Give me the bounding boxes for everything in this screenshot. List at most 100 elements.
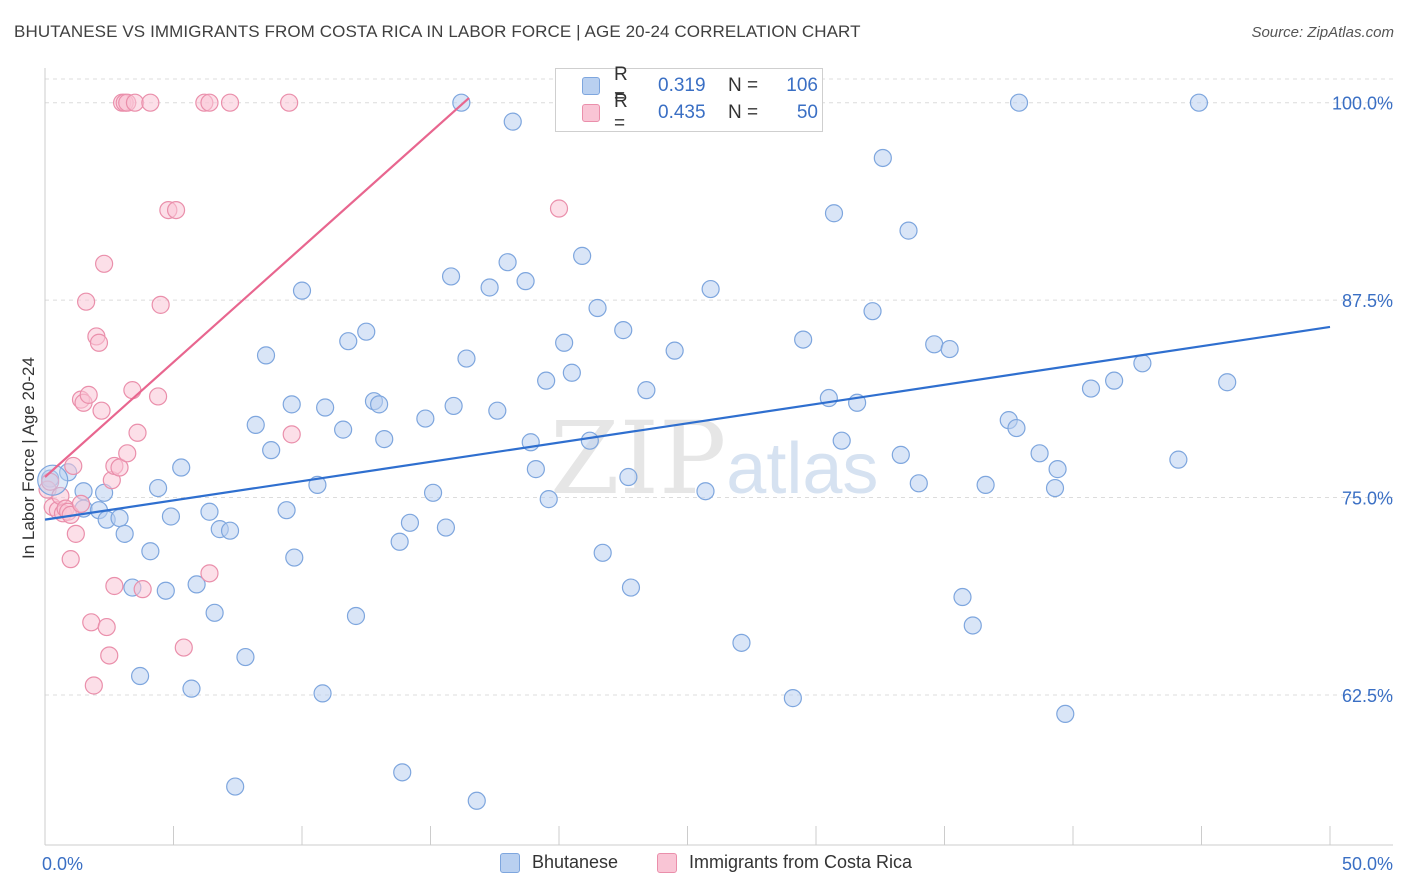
point-costa-rica xyxy=(166,200,186,220)
point-costa-rica xyxy=(110,458,129,477)
legend-n-value: 106 xyxy=(786,75,818,96)
point-bhutanese xyxy=(498,253,517,272)
point-bhutanese xyxy=(292,281,312,300)
legend-box: R = 0.319 N = 106 R = 0.435 N = 50 xyxy=(555,64,823,134)
point-costa-rica xyxy=(105,576,124,596)
point-bhutanese xyxy=(503,112,522,131)
point-bhutanese xyxy=(205,603,224,622)
point-costa-rica xyxy=(280,93,299,112)
point-costa-rica xyxy=(97,617,116,637)
legend-r-label: R = xyxy=(614,64,628,107)
point-bhutanese xyxy=(130,666,150,686)
bottom-legend-swatch-bhutanese xyxy=(500,852,520,873)
point-bhutanese xyxy=(537,371,556,390)
point-bhutanese xyxy=(423,483,443,502)
point-bhutanese xyxy=(1105,371,1124,390)
legend-swatch-costa-rica xyxy=(582,104,600,122)
point-bhutanese xyxy=(976,475,995,495)
point-bhutanese xyxy=(593,543,612,562)
point-costa-rica xyxy=(200,93,219,112)
point-bhutanese xyxy=(1189,93,1209,112)
point-bhutanese xyxy=(370,395,389,414)
x-tick-label: 50.0% xyxy=(1342,854,1393,874)
point-bhutanese xyxy=(390,532,409,551)
point-bhutanese xyxy=(161,507,181,526)
point-costa-rica xyxy=(89,333,109,352)
bottom-legend: Bhutanese Immigrants from Costa Rica xyxy=(0,852,1406,876)
point-bhutanese xyxy=(940,339,959,359)
point-bhutanese-cluster xyxy=(37,464,69,496)
point-costa-rica xyxy=(82,613,101,632)
point-bhutanese xyxy=(444,396,463,416)
grid-lines xyxy=(45,78,1393,696)
trend-line-costa-rica xyxy=(44,97,470,478)
point-costa-rica xyxy=(200,564,219,583)
point-costa-rica xyxy=(151,295,170,314)
point-bhutanese xyxy=(156,581,175,600)
point-bhutanese xyxy=(441,267,461,286)
point-bhutanese xyxy=(1081,379,1101,398)
point-bhutanese xyxy=(863,302,882,321)
y-tick-label: 62.5% xyxy=(1342,686,1393,706)
point-costa-rica xyxy=(92,401,111,420)
point-bhutanese xyxy=(375,429,394,449)
point-bhutanese xyxy=(236,647,255,667)
point-bhutanese xyxy=(115,524,134,543)
point-bhutanese xyxy=(732,633,751,652)
point-bhutanese xyxy=(282,395,301,414)
bottom-legend-swatch-costa-rica xyxy=(657,852,677,873)
axis-labels: 62.5% 75.0% 87.5% 100.0% 0.0% 50.0% In Labor F… xyxy=(19,94,1393,874)
bottom-legend-costa-rica: Immigrants from Costa Rica xyxy=(657,852,912,873)
point-costa-rica xyxy=(220,93,240,112)
point-bhutanese xyxy=(573,246,592,265)
point-bhutanese xyxy=(187,575,206,594)
point-costa-rica xyxy=(141,93,160,112)
legend-swatch-bhutanese xyxy=(582,77,600,95)
chart-title: BHUTANESE VS IMMIGRANTS FROM COSTA RICA … xyxy=(14,22,861,41)
point-bhutanese xyxy=(457,349,476,368)
bottom-legend-label: Bhutanese xyxy=(532,852,619,872)
y-axis-label: In Labor Force | Age 20-24 xyxy=(19,357,38,559)
point-bhutanese xyxy=(1030,444,1049,463)
point-bhutanese xyxy=(1007,418,1026,438)
point-bhutanese xyxy=(1045,478,1065,498)
bottom-legend-bhutanese: Bhutanese xyxy=(500,852,618,873)
point-bhutanese xyxy=(899,221,918,240)
point-bhutanese xyxy=(277,501,296,520)
legend-r-value: 0.319 xyxy=(658,75,706,96)
point-bhutanese xyxy=(555,333,574,352)
point-bhutanese xyxy=(963,616,982,635)
point-bhutanese xyxy=(619,467,638,487)
point-bhutanese xyxy=(794,330,813,349)
point-bhutanese xyxy=(488,401,507,420)
point-costa-rica xyxy=(95,254,114,273)
point-costa-rica xyxy=(174,638,193,657)
point-bhutanese xyxy=(285,548,304,567)
point-bhutanese xyxy=(909,474,928,493)
trend-lines xyxy=(44,97,1331,521)
point-bhutanese xyxy=(696,482,715,501)
point-bhutanese xyxy=(873,148,892,168)
legend-n-label: N = xyxy=(728,102,759,123)
point-bhutanese xyxy=(400,513,420,532)
y-tick-label: 75.0% xyxy=(1342,489,1393,509)
point-bhutanese xyxy=(452,93,471,112)
point-bhutanese xyxy=(172,458,191,477)
point-bhutanese xyxy=(141,542,160,561)
point-bhutanese xyxy=(1048,460,1067,479)
point-bhutanese xyxy=(783,689,802,708)
point-costa-rica xyxy=(123,381,142,400)
legend-row-costa-rica: R = 0.435 N = 50 xyxy=(556,91,818,134)
point-bhutanese xyxy=(480,278,499,297)
point-bhutanese xyxy=(1009,93,1029,112)
point-bhutanese xyxy=(357,322,376,341)
point-bhutanese xyxy=(220,521,240,540)
point-bhutanese xyxy=(334,420,353,439)
point-bhutanese xyxy=(891,445,910,464)
legend-row-bhutanese: R = 0.319 N = 106 xyxy=(556,64,818,107)
point-costa-rica xyxy=(125,93,145,112)
data-points xyxy=(37,93,1237,810)
point-bhutanese xyxy=(262,441,281,460)
point-costa-rica xyxy=(84,676,103,695)
